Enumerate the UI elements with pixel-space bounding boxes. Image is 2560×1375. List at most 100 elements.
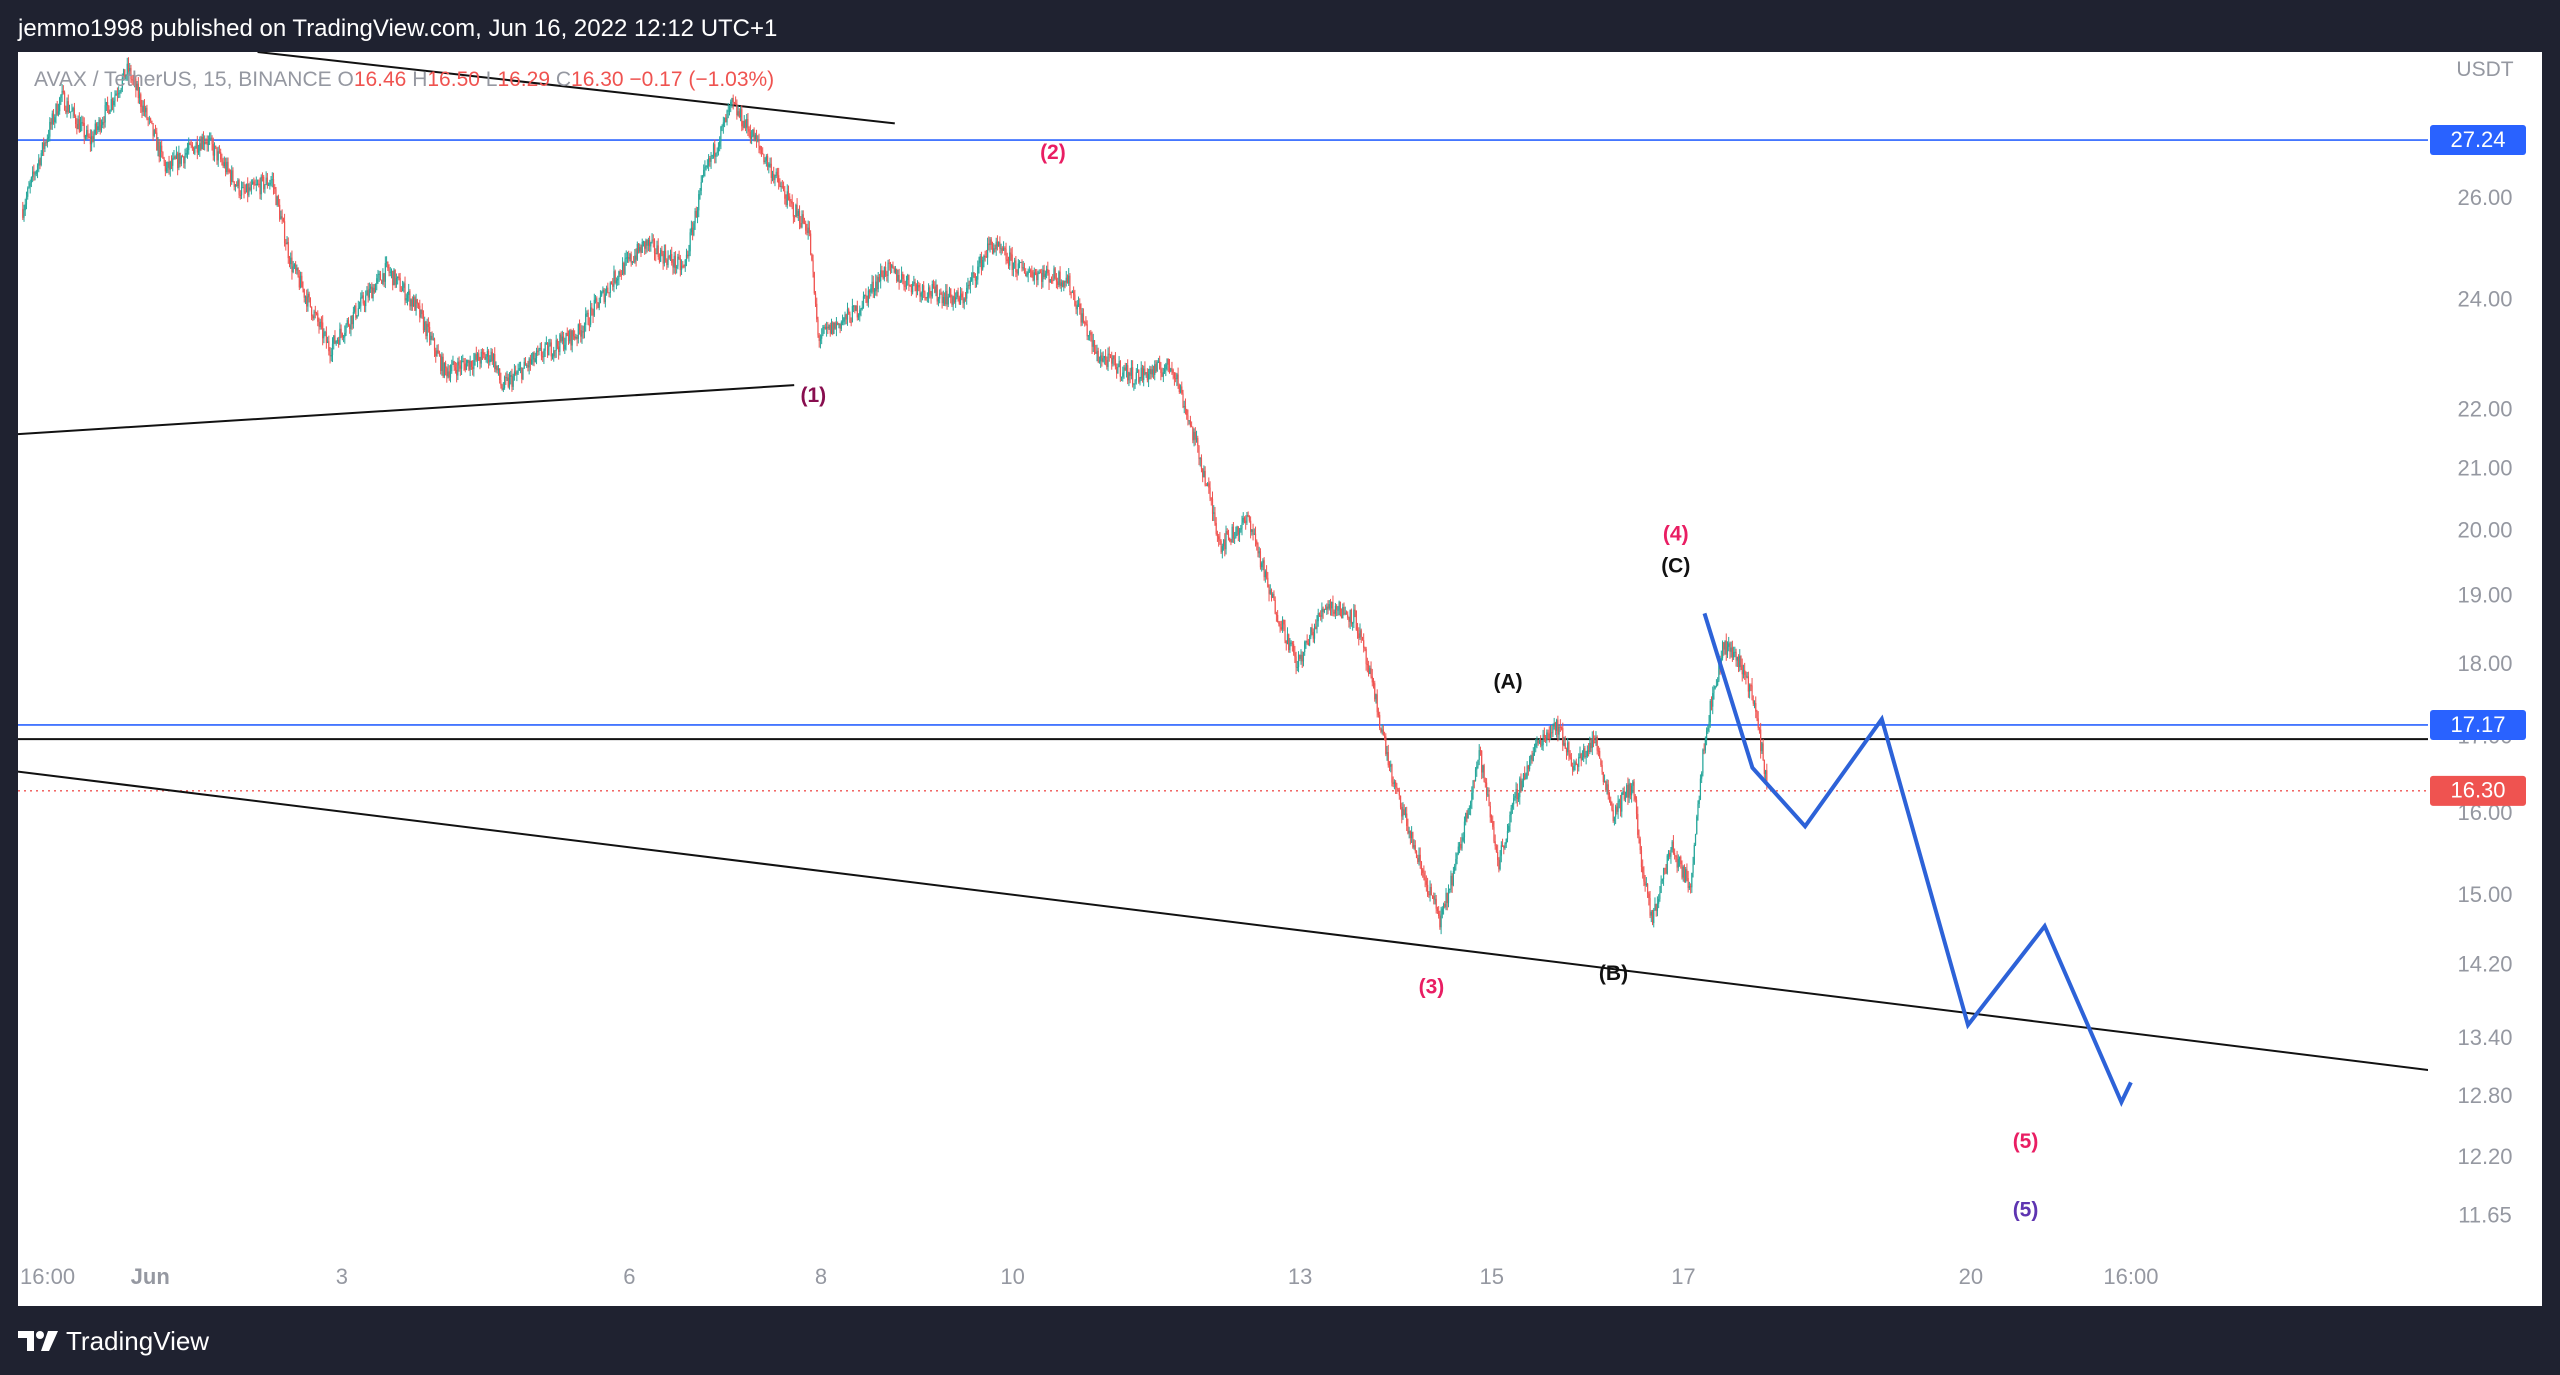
candle [722,116,724,134]
candle [1557,715,1559,742]
candle [1135,368,1137,385]
candle [189,141,191,146]
candle [511,368,513,392]
candle [1698,795,1700,808]
price-axis[interactable]: USDT 26.00 24.00 22.00 21.00 20.00 19.00 18.00 1… [2430,58,2526,1227]
candle [1004,246,1006,256]
candle [916,280,919,296]
candle [63,90,66,111]
candle [967,277,969,294]
candle [1533,743,1536,756]
candle [1171,361,1173,375]
candle [612,277,614,291]
candle [650,241,652,252]
candle [655,248,657,262]
candle [1227,529,1230,541]
candle [87,124,89,140]
candle [1757,711,1759,731]
candle [1558,724,1560,741]
candle [587,309,589,326]
candle [1603,774,1606,783]
candle [993,243,995,255]
candle [581,325,583,344]
candle [29,179,31,194]
candle [1505,838,1507,848]
candle [301,271,303,288]
candle [1288,633,1290,653]
candle [479,356,481,370]
candle [1041,268,1043,290]
candle [212,137,214,161]
candle [1594,735,1596,744]
candle [161,140,163,158]
candle [1498,857,1500,873]
price-chart[interactable]: (1) (2) (3) (4) (C) (A) (B) (5) (5) AVAX / Tethe… [18,52,2542,1306]
candle [963,297,965,310]
candle [1581,750,1584,761]
candle [1529,755,1531,772]
candle [663,244,665,267]
candle [175,146,178,160]
candle [1074,289,1076,307]
candle [334,330,336,345]
candle [1688,881,1690,890]
time-axis[interactable]: 16:00 Jun 3 6 8 10 13 15 17 20 16:00 [20,1264,2158,1289]
price-level-label: 17.17 [2450,712,2505,737]
candle [304,295,307,305]
candle [841,314,844,326]
candle [121,73,123,93]
candle [685,248,688,267]
trendline-2[interactable] [18,770,2529,1083]
candle [683,264,685,269]
candle [711,154,713,159]
candle [903,274,905,291]
candle [957,287,959,302]
candle [485,354,487,363]
candle [878,273,881,283]
candle [1327,600,1329,615]
candle [400,286,402,293]
candle [1349,609,1351,630]
candle [528,357,530,375]
candle [349,323,351,334]
candle [1123,365,1125,379]
candle [116,87,119,102]
candle [519,361,522,374]
candle [996,235,999,251]
candle [1230,538,1232,546]
candle [710,151,712,169]
candle [1451,873,1453,893]
candle [1635,796,1638,820]
candle [163,156,165,167]
candle [979,253,981,268]
candle [1218,533,1220,547]
candle [1017,259,1019,276]
candle [561,330,563,345]
candle [1210,497,1212,506]
candle [1525,772,1527,780]
candle [215,145,217,150]
tradingview-logo[interactable]: TradingView [18,1324,209,1358]
candle [974,273,976,288]
trendline-0[interactable] [257,52,895,125]
candle [44,141,46,153]
candle [1522,772,1525,788]
candle [717,142,720,156]
candle [1104,349,1107,366]
candle [1203,465,1205,478]
candle [1141,364,1144,383]
candle [1710,696,1713,711]
candle [856,300,858,321]
candle [540,342,543,361]
candle [205,138,207,145]
trendline-1[interactable] [18,384,795,436]
candle [1159,355,1161,370]
candle [1165,362,1167,377]
projection-zigzag[interactable] [1702,612,2133,1108]
candle [377,269,379,284]
candle [1028,266,1030,273]
candle [103,116,105,129]
candle [1372,677,1375,689]
candle [677,253,679,270]
candle [449,364,452,383]
